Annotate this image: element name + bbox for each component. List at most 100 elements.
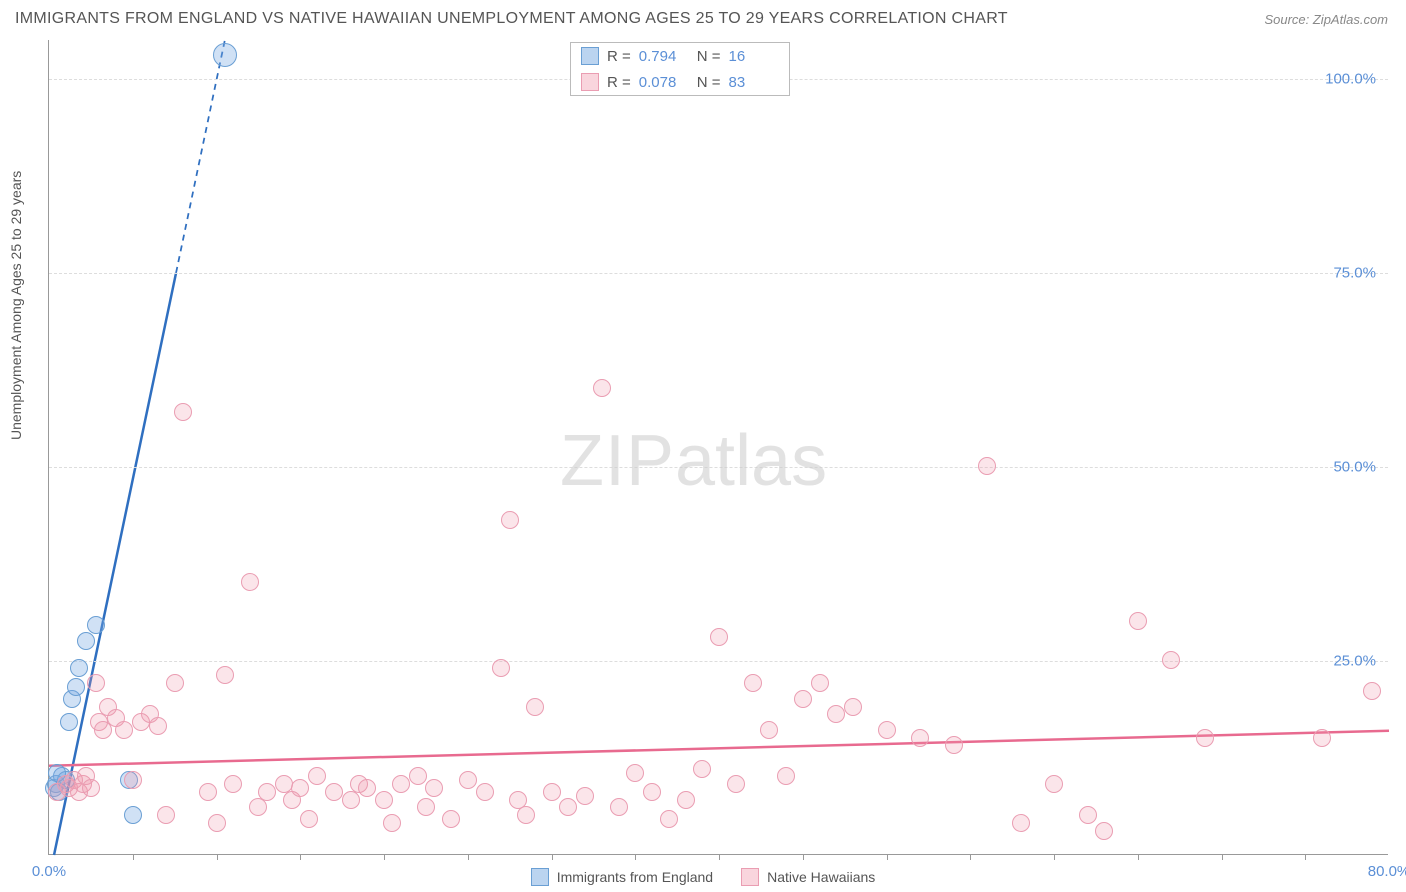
x-minor-tick <box>1222 854 1223 860</box>
data-point <box>476 783 494 801</box>
source-attribution: Source: ZipAtlas.com <box>1264 12 1388 27</box>
data-point <box>115 721 133 739</box>
data-point <box>526 698 544 716</box>
data-point <box>1079 806 1097 824</box>
data-point <box>124 806 142 824</box>
data-point <box>60 713 78 731</box>
data-point <box>216 666 234 684</box>
data-point <box>342 791 360 809</box>
y-axis-label: Unemployment Among Ages 25 to 29 years <box>8 171 24 440</box>
x-minor-tick <box>468 854 469 860</box>
trend-line-dashed <box>176 40 225 273</box>
data-point <box>878 721 896 739</box>
x-minor-tick <box>887 854 888 860</box>
data-point <box>1012 814 1030 832</box>
data-point <box>417 798 435 816</box>
x-minor-tick <box>1305 854 1306 860</box>
x-minor-tick <box>1054 854 1055 860</box>
x-minor-tick <box>133 854 134 860</box>
data-point <box>744 674 762 692</box>
data-point <box>710 628 728 646</box>
stats-row: R =0.078N =83 <box>571 69 789 95</box>
data-point <box>241 573 259 591</box>
data-point <box>308 767 326 785</box>
data-point <box>827 705 845 723</box>
data-point <box>358 779 376 797</box>
legend-swatch <box>531 868 549 886</box>
data-point <box>576 787 594 805</box>
data-point <box>1095 822 1113 840</box>
data-point <box>199 783 217 801</box>
r-value: 0.794 <box>639 48 689 65</box>
x-minor-tick <box>217 854 218 860</box>
gridline <box>49 273 1388 274</box>
x-minor-tick <box>384 854 385 860</box>
data-point <box>77 632 95 650</box>
data-point <box>1313 729 1331 747</box>
data-point <box>492 659 510 677</box>
chart-title: IMMIGRANTS FROM ENGLAND VS NATIVE HAWAII… <box>15 10 1008 28</box>
data-point <box>258 783 276 801</box>
data-point <box>610 798 628 816</box>
data-point <box>383 814 401 832</box>
trend-line <box>54 273 176 855</box>
n-value: 83 <box>729 74 779 91</box>
x-minor-tick <box>1138 854 1139 860</box>
data-point <box>67 678 85 696</box>
trend-lines-svg <box>49 40 1388 854</box>
data-point <box>375 791 393 809</box>
legend-swatch <box>581 47 599 65</box>
trend-line <box>49 731 1389 766</box>
gridline <box>49 661 1388 662</box>
legend-label: Immigrants from England <box>557 869 713 885</box>
data-point <box>727 775 745 793</box>
x-minor-tick <box>719 854 720 860</box>
data-point <box>291 779 309 797</box>
data-point <box>174 403 192 421</box>
data-point <box>693 760 711 778</box>
data-point <box>124 771 142 789</box>
r-label: R = <box>607 48 631 65</box>
data-point <box>1045 775 1063 793</box>
y-tick-label: 25.0% <box>1333 652 1376 669</box>
data-point <box>409 767 427 785</box>
data-point <box>593 379 611 397</box>
legend-swatch <box>581 73 599 91</box>
data-point <box>559 798 577 816</box>
n-value: 16 <box>729 48 779 65</box>
r-label: R = <box>607 74 631 91</box>
stats-row: R = 0.794 N = 16 <box>571 43 789 69</box>
n-label: N = <box>697 48 721 65</box>
data-point <box>425 779 443 797</box>
data-point <box>208 814 226 832</box>
data-point <box>87 674 105 692</box>
data-point <box>794 690 812 708</box>
data-point <box>643 783 661 801</box>
data-point <box>459 771 477 789</box>
legend-swatch <box>741 868 759 886</box>
data-point <box>811 674 829 692</box>
data-point <box>777 767 795 785</box>
data-point <box>760 721 778 739</box>
y-tick-label: 100.0% <box>1325 70 1376 87</box>
gridline <box>49 467 1388 468</box>
x-minor-tick <box>300 854 301 860</box>
data-point <box>626 764 644 782</box>
legend-item: Immigrants from England <box>531 868 713 886</box>
data-point <box>543 783 561 801</box>
data-point <box>249 798 267 816</box>
legend-item: Native Hawaiians <box>741 868 875 886</box>
data-point <box>844 698 862 716</box>
data-point <box>677 791 695 809</box>
data-point <box>660 810 678 828</box>
data-point <box>517 806 535 824</box>
stats-legend: R =0.794N =16R =0.078N =83 <box>570 42 790 96</box>
data-point <box>1129 612 1147 630</box>
x-minor-tick <box>803 854 804 860</box>
r-value: 0.078 <box>639 74 689 91</box>
data-point <box>82 779 100 797</box>
data-point <box>325 783 343 801</box>
data-point <box>1363 682 1381 700</box>
data-point <box>978 457 996 475</box>
data-point <box>166 674 184 692</box>
